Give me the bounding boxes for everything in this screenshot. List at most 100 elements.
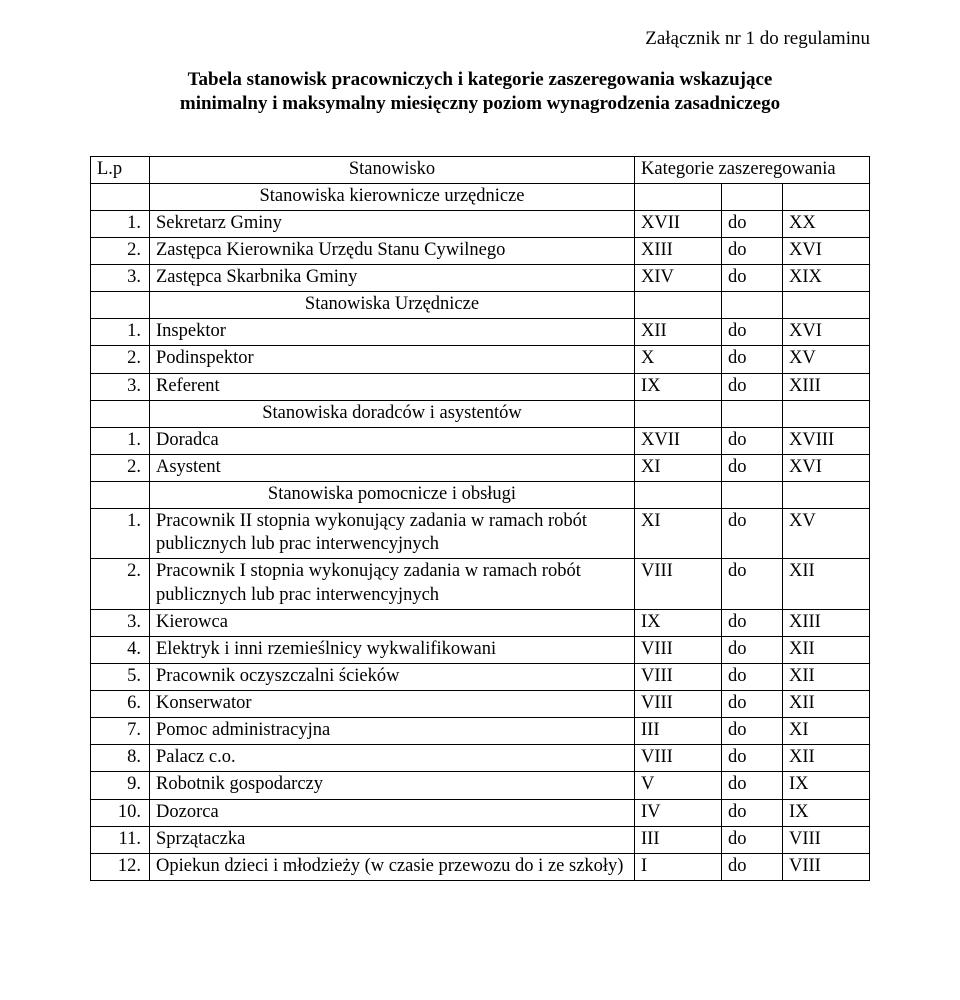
header-kategorie: Kategorie zaszeregowania [635,156,870,183]
section-row-kierownicze: Stanowiska kierownicze urzędnicze [91,183,870,210]
section-num-empty [91,482,150,509]
row-do: do [722,559,783,609]
row-position: Inspektor [150,319,635,346]
table-row: 7. Pomoc administracyjna III do XI [91,718,870,745]
row-max: XVI [783,237,870,264]
row-do: do [722,745,783,772]
row-max: XVI [783,319,870,346]
cell-empty [635,400,722,427]
row-do: do [722,691,783,718]
row-position: Kierowca [150,609,635,636]
table-row: 12. Opiekun dzieci i młodzieży (w czasie… [91,853,870,880]
row-position: Asystent [150,454,635,481]
row-num: 2. [91,559,150,609]
row-max: XII [783,745,870,772]
row-position: Zastępca Skarbnika Gminy [150,265,635,292]
section-label: Stanowiska Urzędnicze [150,292,635,319]
table-row: 8. Palacz c.o. VIII do XII [91,745,870,772]
row-position: Pracownik I stopnia wykonujący zadania w… [150,559,635,609]
table-row: 10. Dozorca IV do IX [91,799,870,826]
row-num: 11. [91,826,150,853]
row-max: XII [783,663,870,690]
section-row-doradcy: Stanowiska doradców i asystentów [91,400,870,427]
row-position: Konserwator [150,691,635,718]
cell-empty [722,292,783,319]
cell-empty [722,482,783,509]
row-max: XIII [783,609,870,636]
cell-empty [635,183,722,210]
row-num: 3. [91,609,150,636]
row-num: 8. [91,745,150,772]
row-max: IX [783,772,870,799]
row-max: XX [783,210,870,237]
table-row: 11. Sprzątaczka III do VIII [91,826,870,853]
row-min: XIII [635,237,722,264]
cell-empty [783,400,870,427]
row-max: XII [783,691,870,718]
row-max: IX [783,799,870,826]
cell-empty [635,292,722,319]
row-min: VIII [635,636,722,663]
row-max: XV [783,509,870,559]
header-lp: L.p [91,156,150,183]
cell-empty [783,183,870,210]
row-num: 3. [91,265,150,292]
table-row: 1. Pracownik II stopnia wykonujący zadan… [91,509,870,559]
row-min: IX [635,609,722,636]
section-num-empty [91,183,150,210]
attachment-note: Załącznik nr 1 do regulaminu [90,28,870,50]
row-do: do [722,509,783,559]
row-num: 1. [91,319,150,346]
row-min: XII [635,319,722,346]
row-max: XVIII [783,427,870,454]
title-line-1: Tabela stanowisk pracowniczych i kategor… [188,69,773,90]
row-num: 4. [91,636,150,663]
row-min: VIII [635,559,722,609]
table-row: 9. Robotnik gospodarczy V do IX [91,772,870,799]
row-position: Pracownik II stopnia wykonujący zadania … [150,509,635,559]
row-num: 1. [91,427,150,454]
row-num: 9. [91,772,150,799]
table-row: 5. Pracownik oczyszczalni ścieków VIII d… [91,663,870,690]
row-min: VIII [635,663,722,690]
row-position: Dozorca [150,799,635,826]
row-position: Elektryk i inni rzemieślnicy wykwalifiko… [150,636,635,663]
row-max: XVI [783,454,870,481]
row-min: XVII [635,427,722,454]
row-max: XI [783,718,870,745]
row-min: XIV [635,265,722,292]
row-position: Opiekun dzieci i młodzieży (w czasie prz… [150,853,635,880]
row-do: do [722,265,783,292]
header-stanowisko: Stanowisko [150,156,635,183]
row-max: VIII [783,826,870,853]
row-do: do [722,718,783,745]
table-row: 2. Podinspektor X do XV [91,346,870,373]
section-num-empty [91,292,150,319]
row-min: I [635,853,722,880]
row-num: 12. [91,853,150,880]
row-do: do [722,346,783,373]
row-do: do [722,319,783,346]
row-position: Sekretarz Gminy [150,210,635,237]
table-row: 6. Konserwator VIII do XII [91,691,870,718]
table-row: 2. Pracownik I stopnia wykonujący zadani… [91,559,870,609]
row-do: do [722,454,783,481]
table-row: 3. Zastępca Skarbnika Gminy XIV do XIX [91,265,870,292]
row-num: 7. [91,718,150,745]
row-position: Podinspektor [150,346,635,373]
row-max: XIII [783,373,870,400]
row-min: III [635,826,722,853]
section-num-empty [91,400,150,427]
table-header-row: L.p Stanowisko Kategorie zaszeregowania [91,156,870,183]
row-max: XII [783,559,870,609]
table-row: 1. Doradca XVII do XVIII [91,427,870,454]
row-do: do [722,373,783,400]
row-min: VIII [635,691,722,718]
row-do: do [722,210,783,237]
title-line-2: minimalny i maksymalny miesięczny poziom… [180,93,780,114]
row-position: Referent [150,373,635,400]
row-num: 5. [91,663,150,690]
document-title: Tabela stanowisk pracowniczych i kategor… [90,68,870,116]
row-do: do [722,636,783,663]
row-do: do [722,853,783,880]
